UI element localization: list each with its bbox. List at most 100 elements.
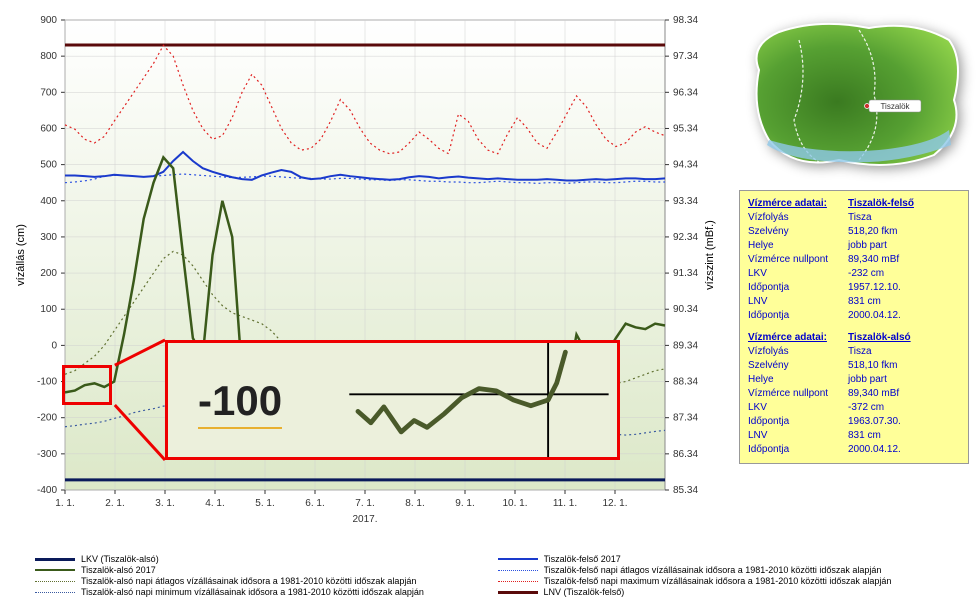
info-row: VízfolyásTisza: [748, 211, 960, 225]
svg-text:91.34: 91.34: [673, 268, 698, 279]
info-row: Időpontja1957.12.10.: [748, 281, 960, 295]
legend-swatch: [35, 581, 75, 582]
legend-item: LNV (Tiszalök-felső): [498, 587, 958, 597]
legend-swatch: [498, 591, 538, 594]
info-row-value: jobb part: [848, 239, 887, 253]
inset-svg: [168, 343, 617, 457]
info-row-label: LKV: [748, 267, 848, 281]
svg-text:95.34: 95.34: [673, 123, 698, 134]
legend-text: Tiszalök-felső napi átlagos vízállásaina…: [544, 565, 882, 575]
legend-column-left: LKV (Tiszalök-alsó)Tiszalök-alsó 2017Tis…: [35, 553, 495, 598]
svg-text:-400: -400: [37, 485, 57, 496]
info-row: Időpontja2000.04.12.: [748, 443, 960, 457]
svg-text:12. 1.: 12. 1.: [602, 498, 627, 509]
svg-text:94.34: 94.34: [673, 160, 698, 171]
svg-text:5. 1.: 5. 1.: [255, 498, 274, 509]
legend-swatch: [35, 569, 75, 571]
legend-text: Tiszalök-felső napi maximum vízállásaina…: [544, 576, 892, 586]
info-row-value: 1963.07.30.: [848, 415, 901, 429]
info-row-value: 2000.04.12.: [848, 309, 901, 323]
svg-text:93.34: 93.34: [673, 196, 698, 207]
info-row-value: 831 cm: [848, 295, 881, 309]
inset-magnified-box: -100: [165, 340, 620, 460]
legend-text: Tiszalök-felső 2017: [544, 554, 621, 564]
info-row-label: Helye: [748, 373, 848, 387]
info-row-label: LNV: [748, 429, 848, 443]
svg-text:100: 100: [40, 304, 57, 315]
info-row: Vízmérce nullpont89,340 mBf: [748, 253, 960, 267]
legend-text: Tiszalök-alsó 2017: [81, 565, 156, 575]
info-row: Időpontja1963.07.30.: [748, 415, 960, 429]
info-row: LKV-372 cm: [748, 401, 960, 415]
svg-text:97.34: 97.34: [673, 51, 698, 62]
info-row: Vízmérce nullpont89,340 mBf: [748, 387, 960, 401]
map-container: Tiszalök: [739, 10, 969, 180]
info-row: Időpontja2000.04.12.: [748, 309, 960, 323]
svg-text:9. 1.: 9. 1.: [455, 498, 474, 509]
info-row-value: jobb part: [848, 373, 887, 387]
svg-text:6. 1.: 6. 1.: [305, 498, 324, 509]
info-row-label: Időpontja: [748, 443, 848, 457]
info-row-label: Vízfolyás: [748, 211, 848, 225]
svg-text:89.34: 89.34: [673, 340, 698, 351]
svg-text:10. 1.: 10. 1.: [502, 498, 527, 509]
legend-text: LKV (Tiszalök-alsó): [81, 554, 159, 564]
svg-text:1. 1.: 1. 1.: [55, 498, 74, 509]
info-row-label: Helye: [748, 239, 848, 253]
legend-text: Tiszalök-alsó napi átlagos vízállásainak…: [81, 576, 416, 586]
info-row: LKV-232 cm: [748, 267, 960, 281]
info-row: VízfolyásTisza: [748, 345, 960, 359]
legend-item: Tiszalök-felső 2017: [498, 554, 958, 564]
info-row-value: Tisza: [848, 211, 872, 225]
info-row-value: -372 cm: [848, 401, 884, 415]
svg-text:-200: -200: [37, 413, 57, 424]
info-row-value: 518,20 fkm: [848, 225, 897, 239]
svg-text:700: 700: [40, 87, 57, 98]
info-row-label: Szelvény: [748, 359, 848, 373]
info-row-value: 831 cm: [848, 429, 881, 443]
svg-text:90.34: 90.34: [673, 304, 698, 315]
svg-text:400: 400: [40, 196, 57, 207]
info-row: LNV831 cm: [748, 295, 960, 309]
info-row-label: Időpontja: [748, 415, 848, 429]
info-row-value: Tisza: [848, 345, 872, 359]
info-row: Helyejobb part: [748, 373, 960, 387]
info-row: LNV831 cm: [748, 429, 960, 443]
svg-text:600: 600: [40, 123, 57, 134]
info-header-value: Tiszalök-alsó: [848, 331, 911, 345]
legend-swatch: [35, 592, 75, 593]
info-header-value: Tiszalök-felső: [848, 197, 914, 211]
svg-text:-100: -100: [37, 377, 57, 388]
legend-item: LKV (Tiszalök-alsó): [35, 554, 495, 564]
info-header-label: Vízmérce adatai:: [748, 197, 848, 211]
svg-text:vízszint (mBf.): vízszint (mBf.): [704, 220, 716, 290]
svg-text:2017.: 2017.: [352, 514, 377, 525]
svg-text:0: 0: [51, 340, 57, 351]
svg-text:96.34: 96.34: [673, 87, 698, 98]
legend-swatch: [498, 558, 538, 560]
legend-swatch: [498, 570, 538, 571]
legend-item: Tiszalök-felső napi átlagos vízállásaina…: [498, 565, 958, 575]
svg-text:88.34: 88.34: [673, 377, 698, 388]
svg-text:11. 1.: 11. 1.: [553, 498, 577, 509]
map-svg: Tiszalök: [739, 10, 969, 180]
legend-item: Tiszalök-alsó napi átlagos vízállásainak…: [35, 576, 495, 586]
legend-swatch: [498, 581, 538, 582]
gauge-info-panel: Vízmérce adatai:Tiszalök-felsőVízfolyásT…: [739, 190, 969, 464]
chart-svg: -400-300-200-100010020030040050060070080…: [10, 10, 730, 580]
info-row-value: 518,10 fkm: [848, 359, 897, 373]
inset-source-box: [62, 365, 112, 405]
svg-text:8. 1.: 8. 1.: [405, 498, 424, 509]
info-row: Szelvény518,10 fkm: [748, 359, 960, 373]
info-row-value: 89,340 mBf: [848, 387, 899, 401]
svg-text:500: 500: [40, 160, 57, 171]
svg-text:3. 1.: 3. 1.: [155, 498, 174, 509]
legend-text: LNV (Tiszalök-felső): [544, 587, 625, 597]
info-row-label: Szelvény: [748, 225, 848, 239]
legend-item: Tiszalök-felső napi maximum vízállásaina…: [498, 576, 958, 586]
info-row: Szelvény518,20 fkm: [748, 225, 960, 239]
legend-swatch: [35, 558, 75, 561]
svg-text:98.34: 98.34: [673, 15, 698, 26]
svg-text:85.34: 85.34: [673, 485, 698, 496]
svg-text:7. 1.: 7. 1.: [355, 498, 374, 509]
